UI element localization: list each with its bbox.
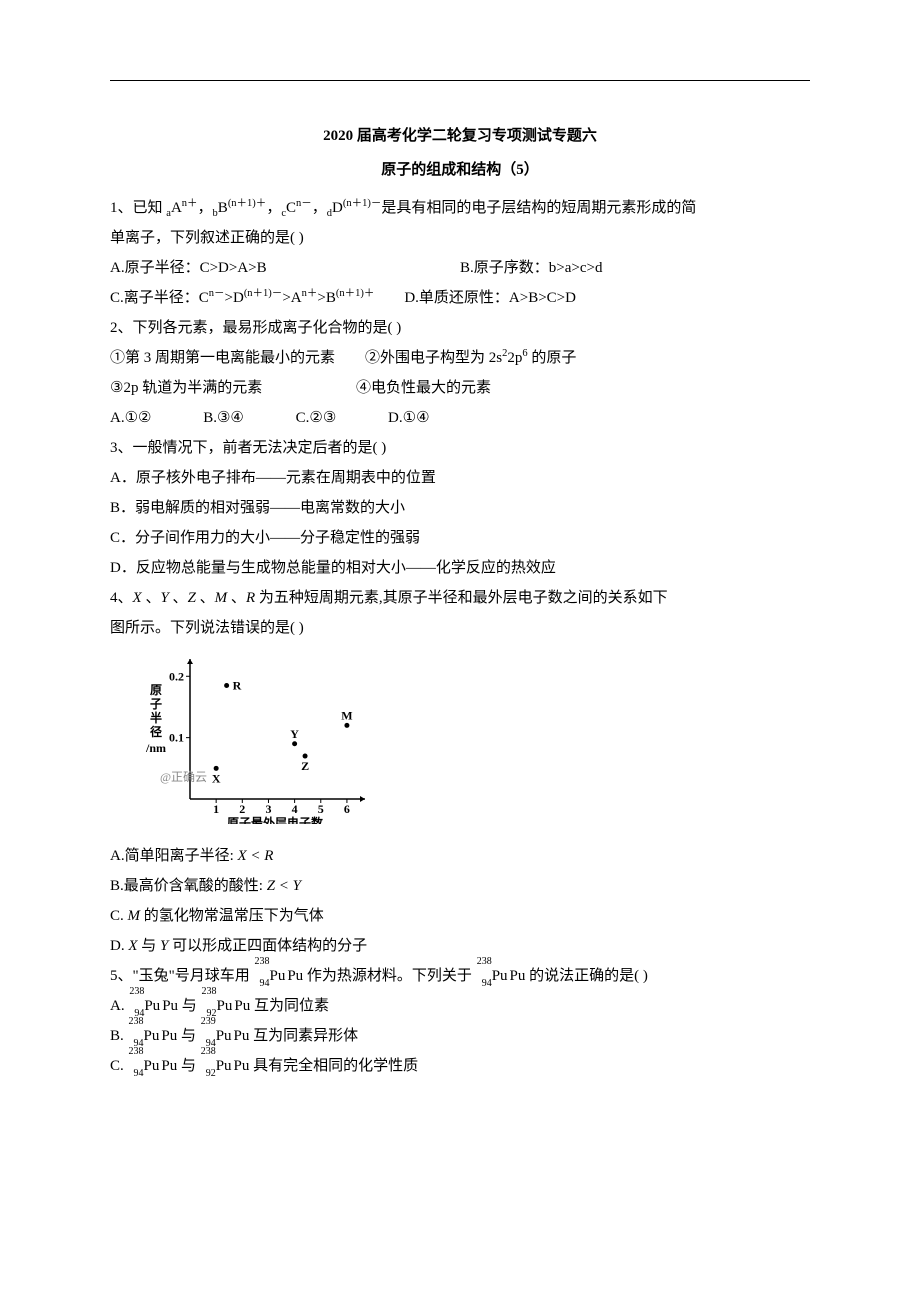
svg-text:X: X — [212, 771, 221, 785]
svg-text:R: R — [233, 678, 242, 692]
svg-text:/nm: /nm — [145, 741, 166, 755]
q4-option-a: A.简单阳离子半径: X < R — [110, 841, 810, 871]
q2-item1: ①第 3 周期第一电离能最小的元素 — [110, 350, 335, 366]
q4-option-b: B.最高价含氧酸的酸性: Z < Y — [110, 871, 810, 901]
svg-text:6: 6 — [344, 802, 350, 816]
q4-stem-line1: 4、X 、Y 、Z 、M 、R 为五种短周期元素,其原子半径和最外层电子数之间的… — [110, 583, 810, 613]
q1-option-b: B.原子序数：b>a>c>d — [460, 253, 810, 283]
svg-text:径: 径 — [150, 724, 162, 739]
svg-text:3: 3 — [265, 802, 271, 816]
q2-item4: ④电负性最大的元素 — [356, 380, 491, 396]
q4-chart: 1 2 3 4 5 6 0.1 0.2 原子半径/nm 原子最外层电子数 X R Y Z M @正确云 — [140, 649, 810, 835]
q3-option-d: D．反应物总能量与生成物总能量的相对大小——化学反应的热效应 — [110, 553, 810, 583]
svg-text:@正确云: @正确云 — [160, 770, 207, 784]
q1-option-a: A.原子半径：C>D>A>B — [110, 253, 460, 283]
q1-stem-line1: 1、已知 aAn＋，bB(n＋1)＋，cCn－，dD(n＋1)－是具有相同的电子… — [110, 193, 810, 223]
svg-text:1: 1 — [213, 802, 219, 816]
q4-option-d: D. X 与 Y 可以形成正四面体结构的分子 — [110, 931, 810, 961]
scatter-chart: 1 2 3 4 5 6 0.1 0.2 原子半径/nm 原子最外层电子数 X R Y Z M @正确云 — [140, 649, 370, 824]
nuclide-c2: 23892Pu — [200, 1051, 234, 1081]
q2-items-row1: ①第 3 周期第一电离能最小的元素 ②外围电子构型为 2s22p6 的原子 — [110, 343, 810, 373]
q1-option-d: D.单质还原性：A>B>C>D — [404, 290, 576, 306]
svg-text:半: 半 — [150, 710, 162, 725]
q3-stem: 3、一般情况下，前者无法决定后者的是( ) — [110, 433, 810, 463]
svg-text:5: 5 — [318, 802, 324, 816]
svg-text:原子最外层电子数: 原子最外层电子数 — [227, 815, 324, 824]
q2-option-c: C.②③ — [296, 403, 337, 433]
q5-option-c: C. 23894PuPu 与 23892PuPu 具有完全相同的化学性质 — [110, 1051, 810, 1081]
svg-text:4: 4 — [292, 802, 298, 816]
q3-option-b: B．弱电解质的相对强弱——电离常数的大小 — [110, 493, 810, 523]
nuclide-c1: 23894Pu — [128, 1051, 162, 1081]
svg-text:原: 原 — [150, 683, 162, 697]
q2-option-d: D.①④ — [388, 403, 429, 433]
q2-option-a: A.①② — [110, 403, 151, 433]
svg-text:Z: Z — [301, 759, 309, 773]
top-rule — [110, 80, 810, 81]
q2-item3: ③2p 轨道为半满的元素 — [110, 380, 262, 396]
svg-text:Y: Y — [290, 727, 299, 741]
nuclide-pu238-94-b: 23894Pu — [476, 961, 510, 991]
page-subtitle: 原子的组成和结构（5） — [110, 155, 810, 185]
svg-text:0.2: 0.2 — [169, 669, 184, 683]
q3-option-a: A．原子核外电子排布——元素在周期表中的位置 — [110, 463, 810, 493]
q1-options-row1: A.原子半径：C>D>A>B B.原子序数：b>a>c>d — [110, 253, 810, 283]
q2-stem: 2、下列各元素，最易形成离子化合物的是( ) — [110, 313, 810, 343]
q2-options: A.①② B.③④ C.②③ D.①④ — [110, 403, 810, 433]
q1-options-row2: C.离子半径：Cn－>D(n＋1)－>An＋>B(n＋1)＋ D.单质还原性：A… — [110, 283, 810, 313]
svg-text:2: 2 — [239, 802, 245, 816]
page-title: 2020 届高考化学二轮复习专项测试专题六 — [110, 121, 810, 151]
q1-stem-line2: 单离子，下列叙述正确的是( ) — [110, 223, 810, 253]
q2-option-b: B.③④ — [203, 403, 244, 433]
q3-option-c: C．分子间作用力的大小——分子稳定性的强弱 — [110, 523, 810, 553]
q2-items-row2: ③2p 轨道为半满的元素 ④电负性最大的元素 — [110, 373, 810, 403]
nuclide-pu238-94: 23894Pu — [254, 961, 288, 991]
q4-stem-line2: 图所示。下列说法错误的是( ) — [110, 613, 810, 643]
svg-text:子: 子 — [150, 697, 162, 711]
svg-text:M: M — [341, 708, 352, 722]
svg-text:0.1: 0.1 — [169, 731, 184, 745]
q4-option-c: C. M 的氢化物常温常压下为气体 — [110, 901, 810, 931]
